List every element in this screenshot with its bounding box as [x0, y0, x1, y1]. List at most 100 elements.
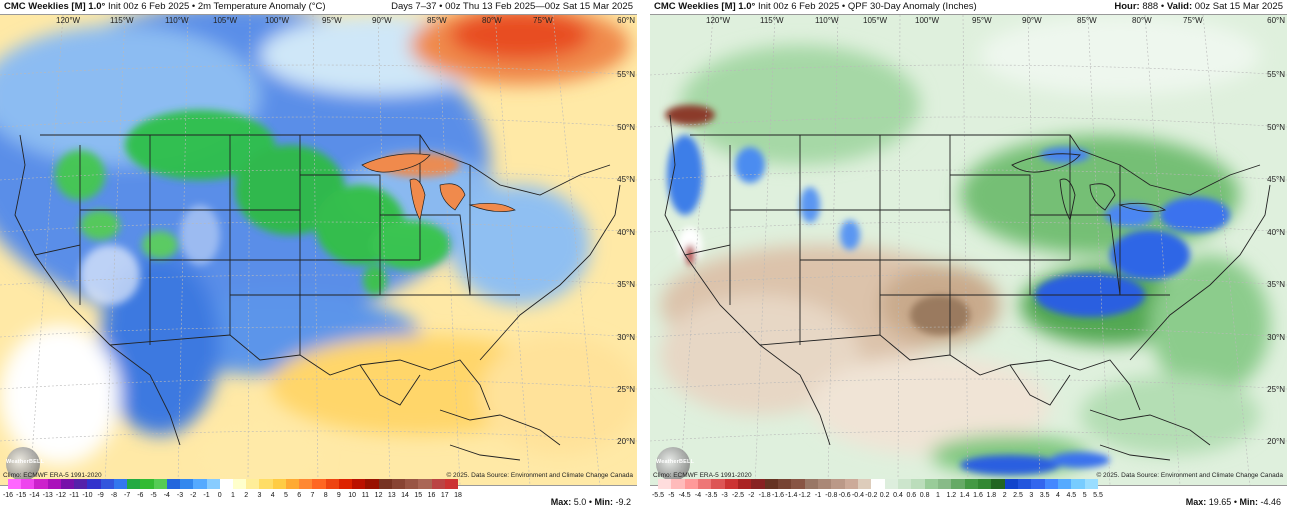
colorbar-tick-label: -10 [82, 492, 93, 499]
colorbar-tick-label: -14 [29, 492, 40, 499]
colorbar-tick-label: -4.5 [678, 492, 691, 499]
colorbar-swatch [21, 479, 35, 489]
lat-label: 45°N [1267, 175, 1285, 184]
colorbar-swatch [911, 479, 925, 489]
lat-label: 50°N [617, 123, 635, 132]
colorbar-tick-label: 6 [297, 492, 302, 499]
colorbar-swatch [764, 479, 778, 489]
lat-label: 60°N [617, 16, 635, 25]
colorbar-swatch [352, 479, 366, 489]
qpf-anomaly-panel: CMC Weeklies [M] 1.0° Init 00z 6 Feb 202… [650, 0, 1287, 513]
lon-label: 90°W [1022, 16, 1042, 25]
colorbar-swatch [671, 479, 685, 489]
lat-label: 50°N [1267, 123, 1285, 132]
lon-label: 85°W [427, 16, 447, 25]
logo-text: WeatherBELL [6, 459, 45, 465]
colorbar-tick-label: -8 [110, 492, 117, 499]
colorbar-swatch [87, 479, 101, 489]
colorbar-tick-label: 5.5 [1093, 492, 1103, 499]
colorbar-swatch [60, 479, 75, 489]
lat-label: 25°N [617, 385, 635, 394]
lon-label: 120°W [56, 16, 81, 25]
colorbar-tick-label: 1.4 [959, 492, 970, 499]
lat-label: 35°N [617, 280, 635, 289]
colorbar-tick-label: -2 [190, 492, 197, 499]
max-min-readout: Max: 5.0 • Min: -9.2 [550, 497, 631, 507]
colorbar-swatch [1084, 479, 1098, 489]
colorbar-tick-label: -1.8 [758, 492, 771, 499]
colorbar-tick-label: -15 [16, 492, 27, 499]
lat-label: 30°N [617, 333, 635, 342]
colorbar-tick-label: 0.8 [919, 492, 930, 499]
lon-label: 75°W [533, 16, 553, 25]
colorbar-tick-label: 9 [336, 492, 341, 499]
copyright-note: © 2025. Data Source: Environment and Cli… [446, 472, 633, 479]
colorbar-swatch [777, 479, 792, 489]
colorbar-swatch [658, 479, 672, 489]
colorbar-swatch [977, 479, 992, 489]
min-value: -4.46 [1260, 497, 1281, 507]
qpf-anomaly-map: 120°W 115°W 110°W 105°W 100°W 95°W 90°W … [650, 14, 1287, 486]
colorbar-tick-label: -16 [2, 492, 14, 499]
lat-label: 40°N [617, 228, 635, 237]
colorbar-swatch [325, 479, 339, 489]
valid-label: Valid: [1166, 1, 1193, 12]
lon-label: 100°W [265, 16, 290, 25]
colorbar-tick-label: -3 [721, 492, 728, 499]
colorbar-swatch [1004, 479, 1018, 489]
colorbar-tick-label: 5 [1082, 492, 1087, 499]
colorbar-tick-label: 17 [440, 492, 449, 499]
colorbar-tick-label: -5.5 [651, 492, 665, 499]
colorbar-tick-label: -3.5 [705, 492, 718, 499]
colorbar-swatch [312, 479, 326, 489]
colorbar-tick-label: -12 [55, 492, 66, 499]
colorbar-swatch [74, 479, 88, 489]
copyright-note: © 2025. Data Source: Environment and Cli… [1096, 472, 1283, 479]
lon-label: 80°W [1132, 16, 1152, 25]
colorbar-swatch [937, 479, 952, 489]
temperature-anomaly-panel: CMC Weeklies [M] 1.0° Init 00z 6 Feb 202… [0, 0, 637, 513]
colorbar-swatch [924, 479, 938, 489]
colorbar-swatch [206, 479, 220, 489]
max-label: Max: [1185, 497, 1207, 507]
colorbar-swatch [338, 479, 353, 489]
colorbar-swatch [1031, 479, 1045, 489]
lon-label: 95°W [972, 16, 992, 25]
colorbar-tick-label: 3 [257, 492, 262, 499]
lat-label: 30°N [1267, 333, 1285, 342]
colorbar-tick-label: -1 [814, 492, 822, 499]
lon-label: 75°W [1183, 16, 1203, 25]
colorbar-tick-label: 16 [427, 492, 436, 499]
colorbar-swatch [1044, 479, 1058, 489]
lat-label: 35°N [1267, 280, 1285, 289]
colorbar-swatch [831, 479, 845, 489]
min-label: Min: [594, 497, 613, 507]
colorbar-tick-label: -6 [137, 492, 144, 499]
colorbar-tick-label: -5 [668, 492, 675, 499]
logo-text: WeatherBELL [656, 459, 695, 465]
colorbar-tick-label: -11 [69, 492, 79, 499]
valid-time: Hour: 888 • Valid: 00z Sat 15 Mar 2025 [1114, 1, 1283, 12]
colorbar-tick-label: 1 [936, 492, 940, 499]
colorbar-swatch [844, 479, 858, 489]
forecast-period: Days 7–37 • 00z Thu 13 Feb 2025—00z Sat … [391, 1, 633, 12]
colorbar-tick-label: 3 [1029, 492, 1034, 499]
colorbar-swatch [180, 479, 194, 489]
colorbar-tick-label: 1.8 [986, 492, 997, 499]
colorbar-swatch [232, 479, 247, 489]
colorbar-tick-label: -1.2 [798, 492, 811, 499]
colorbar-tick-label: 4.5 [1066, 492, 1077, 499]
colorbar-tick-label: 2 [1002, 492, 1007, 499]
colorbar-tick-label: 0 [217, 492, 222, 499]
colorbar-tick-label: 1 [231, 492, 235, 499]
colorbar-tick-label: -1.6 [771, 492, 785, 499]
colorbar-tick-label: 18 [454, 492, 462, 499]
colorbar-swatch [8, 479, 22, 489]
colorbar-tick-label: -1 [203, 492, 210, 499]
colorbar-tick-label: 0.6 [906, 492, 917, 499]
colorbar-swatch [365, 479, 379, 489]
colorbar-swatch [791, 479, 805, 489]
colorbar-swatch [711, 479, 725, 489]
lon-label: 90°W [372, 16, 392, 25]
colorbar-swatch [737, 479, 752, 489]
